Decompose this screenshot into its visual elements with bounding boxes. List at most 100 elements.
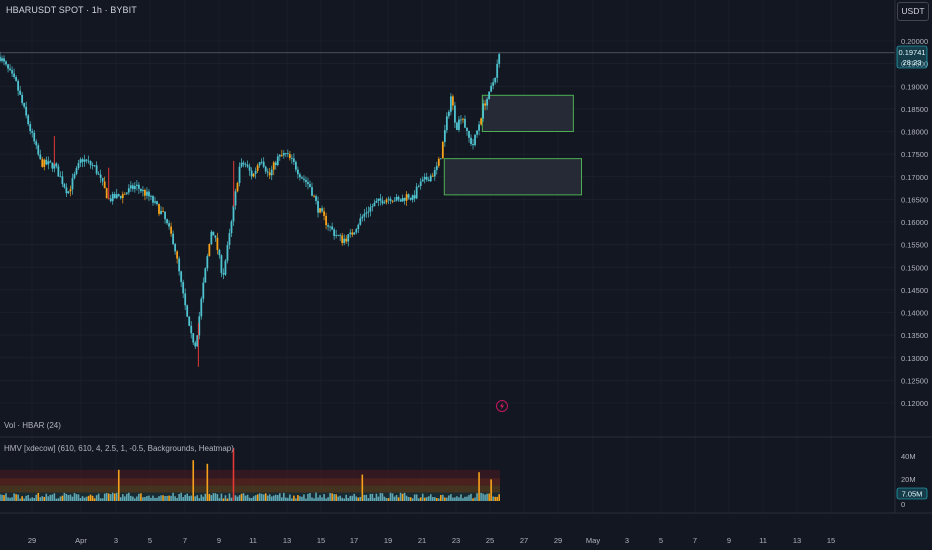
candle-body	[478, 124, 480, 131]
price-tick: 0.14500	[901, 286, 928, 295]
volume-indicator-label[interactable]: Vol · HBAR (24)	[4, 421, 61, 430]
volume-bar	[182, 497, 184, 501]
candle-body	[347, 234, 350, 242]
price-tick: 0.17000	[901, 173, 928, 182]
volume-bar	[484, 494, 486, 501]
volume-axis[interactable]: 40M 20M 0	[901, 452, 916, 509]
price-tick: 0.12000	[901, 399, 928, 408]
zone-box[interactable]	[443, 158, 583, 196]
volume-bar	[39, 497, 42, 501]
volume-bar	[222, 498, 225, 501]
lightning-icon[interactable]	[496, 400, 508, 412]
heatmap-band	[0, 492, 500, 501]
volume-bar	[156, 497, 158, 501]
volume-bar	[450, 494, 452, 501]
candle-body	[55, 163, 58, 167]
volume-bar	[192, 460, 195, 501]
hmv-indicator-label[interactable]: HMV [xdecow] (610, 610, 4, 2.5, 1, -0.5,…	[4, 444, 234, 453]
candle-body	[256, 165, 259, 171]
volume-bar	[339, 495, 341, 501]
volume-bar	[51, 494, 54, 501]
volume-bar	[264, 493, 267, 501]
candle-body	[168, 223, 170, 227]
candle-body	[315, 196, 317, 201]
zone-box[interactable]	[481, 94, 574, 133]
volume-bar	[168, 495, 170, 501]
price-tick: 0.14000	[901, 309, 928, 318]
volume-bar	[176, 497, 178, 501]
candle-body	[313, 195, 315, 197]
price-tick: 0.15000	[901, 263, 928, 272]
volume-bar	[266, 495, 269, 501]
candle-body	[186, 305, 189, 317]
time-tick: 9	[217, 536, 221, 545]
volume-bar	[77, 494, 80, 501]
candle-body	[359, 218, 362, 225]
candle-body	[144, 189, 146, 196]
candle-body	[280, 154, 283, 156]
candle-body	[230, 221, 233, 234]
volume-bar	[440, 495, 442, 501]
volume-bar	[262, 494, 265, 501]
candle-body	[335, 235, 338, 236]
volume-bar	[228, 493, 231, 501]
candle-body	[403, 198, 406, 201]
time-axis[interactable]: 29 Apr 3 5 7 9 11 13 15 17 19 21 23 25 27 29 May 3 5 7 9 11 13…	[28, 536, 835, 545]
volume-bar	[15, 494, 17, 501]
volume-tick: 20M	[901, 475, 916, 484]
volume-bar	[188, 496, 191, 501]
volume-bar	[470, 493, 472, 501]
volume-bar	[152, 495, 154, 501]
volume-bar	[351, 495, 354, 501]
candle-body	[341, 235, 344, 243]
price-axis[interactable]: 0.20000 0.19500 0.19000 0.18500 0.18000 0.175…	[901, 37, 928, 408]
candle-body	[188, 316, 191, 326]
candle-body	[194, 342, 197, 347]
candle-body	[307, 182, 309, 185]
supply-demand-zones[interactable]	[443, 94, 583, 196]
volume-bar	[476, 493, 478, 501]
candle-body	[353, 232, 356, 235]
volume-bar	[492, 496, 494, 501]
candle-body	[405, 194, 408, 201]
candle-body	[327, 225, 329, 227]
heatmap-band	[0, 469, 500, 479]
volume-bar	[136, 496, 138, 501]
candle-body	[123, 193, 126, 195]
candle-body	[427, 179, 430, 182]
volume-bar	[103, 493, 106, 501]
volume-bar	[170, 495, 172, 501]
time-tick: 15	[827, 536, 835, 545]
volume-bar	[331, 493, 333, 501]
candle-body	[472, 144, 474, 146]
candle-body	[361, 216, 364, 219]
candle-body	[174, 244, 177, 252]
candle-body	[246, 164, 249, 167]
volume-bar	[81, 496, 84, 501]
volume-bar	[9, 497, 11, 501]
candle-body	[156, 201, 158, 205]
candle-body	[113, 194, 116, 199]
candle-body	[454, 105, 456, 123]
candle-body	[87, 160, 90, 162]
candle-body	[385, 199, 388, 203]
price-tick: 0.18000	[901, 128, 928, 137]
candle-body	[248, 166, 251, 171]
volume-bar	[234, 495, 237, 501]
candle-body	[142, 189, 144, 192]
candle-body	[276, 156, 279, 166]
volume-bar	[337, 496, 339, 501]
candle-body	[148, 191, 150, 197]
volume-bar	[57, 498, 60, 501]
currency-button[interactable]: USDT	[897, 2, 929, 21]
volume-bar	[59, 496, 62, 501]
volume-bar	[109, 494, 112, 501]
candle-body	[232, 205, 235, 222]
candle-body	[63, 184, 66, 188]
volume-bar	[353, 493, 356, 501]
symbol-title[interactable]: HBARUSDT SPOT · 1h · BYBIT	[6, 5, 137, 15]
candle-body	[37, 145, 40, 155]
volume-tick: 40M	[901, 452, 916, 461]
volume-bar	[343, 498, 346, 501]
